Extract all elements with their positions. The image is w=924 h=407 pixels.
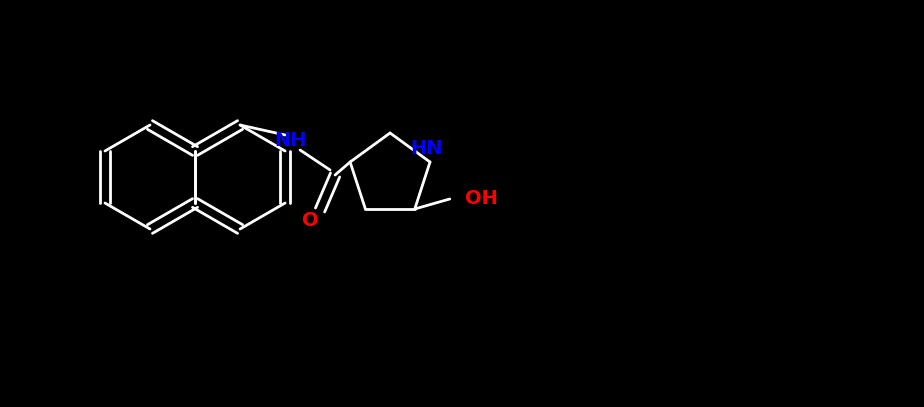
Text: OH: OH — [465, 190, 498, 208]
Text: O: O — [302, 210, 319, 230]
Text: HN: HN — [410, 138, 443, 158]
Text: NH: NH — [274, 131, 307, 149]
